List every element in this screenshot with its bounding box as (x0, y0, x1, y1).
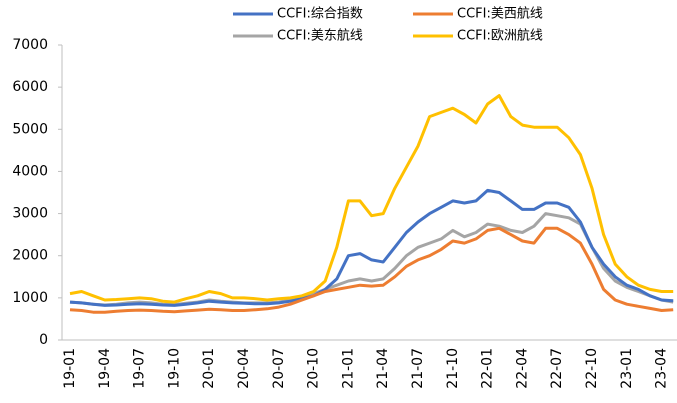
x-tick-label: 19-01 (62, 348, 78, 389)
x-tick-label: 21-01 (340, 348, 356, 389)
x-tick-label: 19-04 (97, 348, 113, 389)
y-tick-label: 3000 (12, 206, 48, 222)
x-tick-label: 19-10 (166, 348, 182, 389)
x-tick-label: 21-04 (375, 348, 391, 389)
x-tick-label: 22-04 (514, 348, 530, 389)
y-tick-label: 6000 (12, 79, 48, 95)
x-tick-label: 23-01 (619, 348, 635, 389)
series-line (69, 226, 674, 314)
y-tick-label: 7000 (12, 37, 48, 53)
y-tick-label: 4000 (12, 163, 48, 179)
y-tick-label: 2000 (12, 248, 48, 264)
legend-label: CCFI:欧洲航线 (457, 28, 543, 44)
x-tick-label: 22-10 (584, 348, 600, 389)
legend-label: CCFI:美东航线 (277, 28, 363, 44)
x-tick-label: 20-01 (201, 348, 217, 389)
x-tick-label: 21-10 (445, 348, 461, 389)
x-tick-label: 20-10 (306, 348, 322, 389)
x-tick-label: 21-07 (410, 348, 426, 389)
x-tick-label: 22-01 (480, 348, 496, 389)
legend-label: CCFI:美西航线 (457, 6, 543, 22)
y-tick-label: 0 (39, 332, 48, 348)
x-tick-label: 20-04 (236, 348, 252, 389)
x-tick-label: 22-07 (549, 348, 565, 389)
y-tick-label: 5000 (12, 121, 48, 137)
legend-label: CCFI:综合指数 (277, 7, 363, 22)
x-tick-label: 23-04 (654, 348, 670, 389)
series-line (69, 188, 674, 307)
x-tick-label: 20-07 (271, 348, 287, 389)
x-tick-label: 19-07 (132, 348, 148, 389)
y-tick-label: 1000 (12, 290, 48, 306)
series-line (69, 94, 674, 304)
